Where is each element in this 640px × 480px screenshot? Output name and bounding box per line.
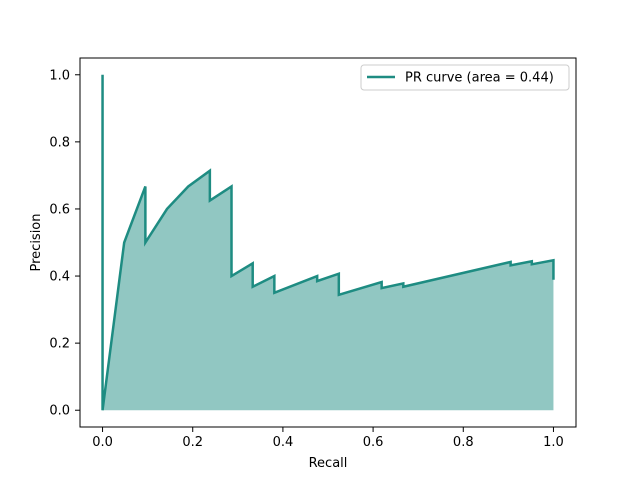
- x-tick-label: 0.4: [273, 435, 294, 450]
- y-tick-label: 0.6: [49, 202, 70, 217]
- x-tick-label: 0.6: [363, 435, 384, 450]
- y-tick-label: 0.4: [49, 270, 70, 285]
- x-axis: 0.0 0.2 0.4 0.6 0.8 1.0: [92, 427, 564, 450]
- x-tick-label: 1.0: [543, 435, 564, 450]
- series-fill: [102, 74, 554, 411]
- y-tick-label: 0.0: [49, 404, 70, 419]
- plot-area: [101, 74, 555, 411]
- axes-frame: [79, 57, 577, 428]
- y-axis-label: Precision: [29, 213, 44, 271]
- x-axis-label: Recall: [309, 456, 348, 471]
- y-tick-label: 0.8: [49, 135, 70, 150]
- x-tick-label: 0.2: [182, 435, 203, 450]
- x-tick-label: 0.8: [453, 435, 474, 450]
- y-tick-label: 0.2: [49, 337, 70, 352]
- series-line: [101, 74, 555, 411]
- y-tick-label: 1.0: [49, 68, 70, 83]
- y-axis: 0.0 0.2 0.4 0.6 0.8 1.0: [49, 68, 80, 419]
- legend-label: PR curve (area = 0.44): [405, 71, 554, 86]
- legend-box: [360, 64, 570, 91]
- legend: PR curve (area = 0.44): [360, 64, 570, 91]
- x-tick-label: 0.0: [92, 435, 113, 450]
